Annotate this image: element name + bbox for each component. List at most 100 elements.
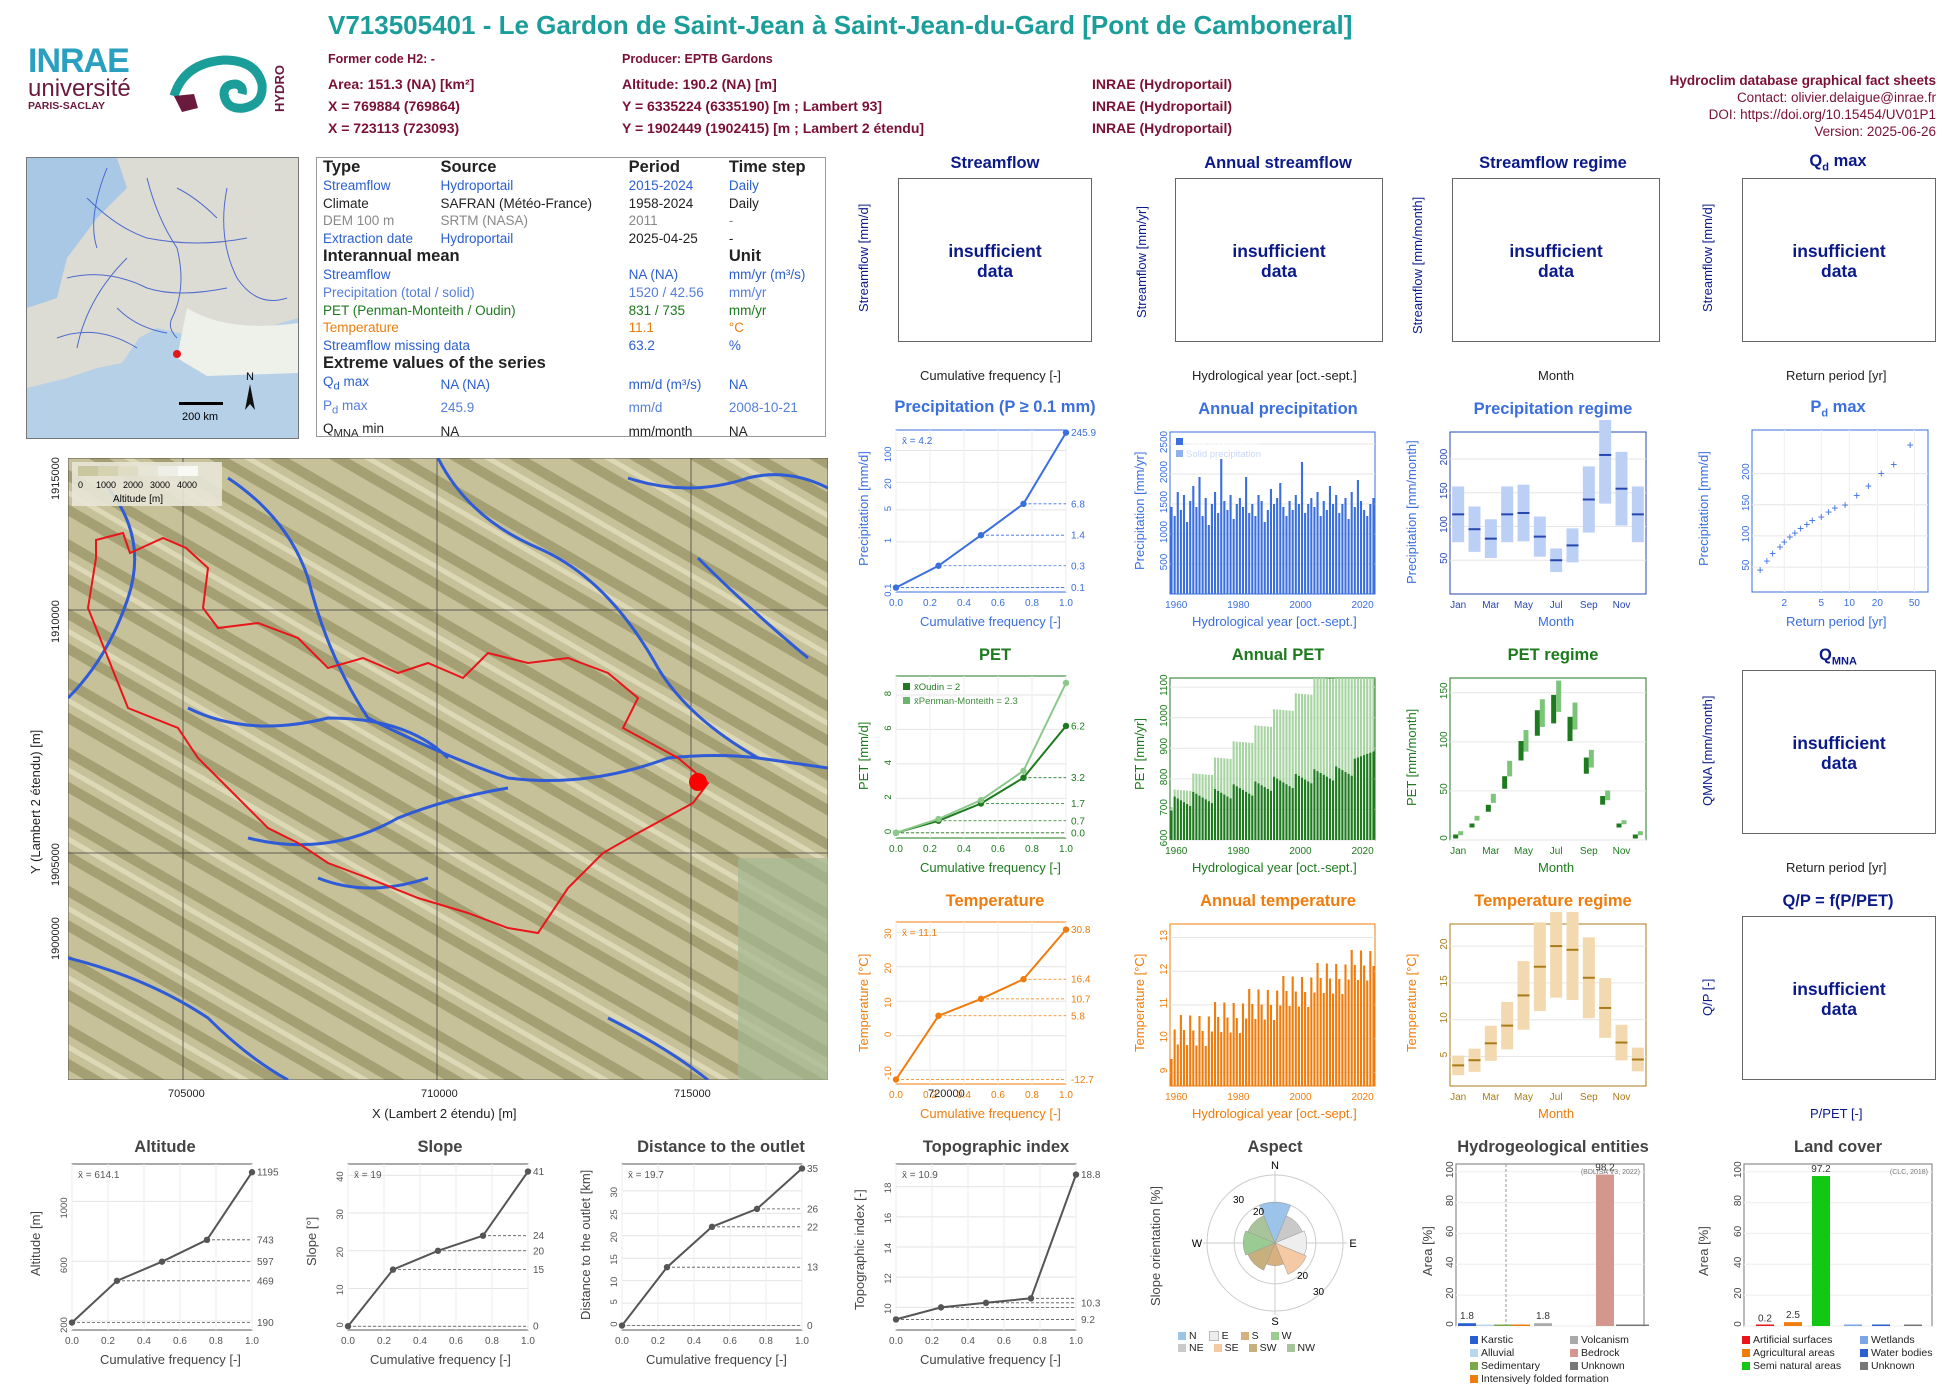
- x-tick-label: 0.4: [957, 844, 971, 855]
- x-tick-label: Jan: [1450, 846, 1466, 857]
- y-tick-label: 0.1: [883, 584, 894, 597]
- x-tick-label: Jul: [1550, 846, 1563, 857]
- bar: [1310, 977, 1313, 1086]
- cell: mm/yr: [728, 302, 767, 318]
- data-point: [344, 1323, 352, 1330]
- bar: [1288, 1006, 1291, 1086]
- data-point: [663, 1263, 671, 1271]
- bar: [1273, 504, 1276, 594]
- streamflow-regime-xlabel: Month: [1538, 368, 1575, 383]
- box: [1621, 820, 1627, 825]
- x-tick-label: Nov: [1613, 1092, 1631, 1103]
- bar: [1366, 980, 1369, 1086]
- logo-hydro-text: HYDRO: [272, 65, 287, 112]
- x-tick-label: 1980: [1227, 1092, 1250, 1103]
- x-tick-label: 10: [1844, 598, 1856, 609]
- col-period: Period: [628, 158, 681, 176]
- x-tick-label: 0.2: [925, 1336, 939, 1347]
- distance-chart: 0 5 10 15 20 25 30 0.0 0.2 0.4 0.6 0.8 1.0 35 26 22 13 0 x…: [609, 1163, 819, 1347]
- bar: [1201, 1030, 1204, 1086]
- data-point: [982, 1299, 990, 1307]
- legend-folded: Intensively folded formation: [1470, 1373, 1629, 1386]
- cell: 2011: [628, 213, 658, 229]
- box: [1502, 776, 1508, 789]
- x-tick-label: 1.0: [521, 1336, 535, 1347]
- temp-regime-xlabel: Month: [1538, 1106, 1575, 1121]
- scale-bar: [179, 402, 223, 405]
- x-tick-label: 0.2: [923, 598, 937, 609]
- box: [1605, 790, 1611, 801]
- compass-w: W: [1192, 1238, 1203, 1250]
- bar: [1192, 791, 1195, 840]
- y-tick-label: 500: [1159, 553, 1170, 570]
- qmna-ylabel: QMNA [mm/month]: [1700, 695, 1715, 806]
- bar-secondary: [1307, 694, 1310, 840]
- interannual-heading: Interannual mean: [323, 247, 460, 266]
- mean-row: Temperature 11.1 °C: [317, 319, 825, 337]
- y-tick-label: 0: [1445, 1321, 1456, 1327]
- bar: [1223, 501, 1226, 594]
- catchment-map: 0 1000 2000 3000 4000 Altitude [m]: [68, 458, 828, 1080]
- cell: Hydroportail: [440, 178, 514, 193]
- bar: [1363, 755, 1366, 840]
- bar-secondary: [1269, 726, 1272, 840]
- y-tick-label: 50: [1439, 552, 1450, 564]
- qd-max-title: Qd max: [1809, 152, 1867, 174]
- right-tick-label: 5.8: [1071, 1011, 1085, 1022]
- bar: [1263, 522, 1266, 594]
- bar-value-label: 98.2: [1595, 1162, 1615, 1173]
- rose-sector: [1243, 1230, 1276, 1256]
- bar: [1182, 802, 1186, 840]
- mean-label: x̄ = 10.9: [902, 1170, 938, 1181]
- info-row: DEM 100 m SRTM (NASA) 2011 -: [317, 212, 825, 230]
- data-point: [892, 1316, 900, 1323]
- x-tick-label: 50: [1909, 598, 1921, 609]
- box: [1534, 710, 1540, 736]
- x-tick-label: 0.2: [377, 1336, 391, 1347]
- doi[interactable]: DOI: https://doi.org/10.15454/UV01P1: [1708, 107, 1936, 122]
- legend-agricultural: Agricultural areas: [1742, 1347, 1860, 1360]
- cell: Climate: [323, 195, 369, 211]
- map-xtick: 705000: [168, 1088, 205, 1100]
- col-type: Type: [323, 158, 361, 176]
- cell: mm/d (m³/s): [628, 377, 702, 393]
- y-tick-label: 100: [1741, 525, 1752, 542]
- bar: [1182, 495, 1186, 594]
- y-tick-label: 600: [59, 1257, 70, 1273]
- bar-secondary: [1285, 710, 1288, 840]
- box: [1588, 749, 1594, 768]
- y-tick-label: 200: [1439, 448, 1450, 465]
- data-point: [1062, 722, 1070, 730]
- bar: [1213, 1001, 1217, 1086]
- data-point: [937, 1304, 945, 1311]
- x-tick-label: 0.2: [651, 1336, 665, 1347]
- streamflow-ylabel: Streamflow [mm/d]: [856, 203, 871, 312]
- bar: [1213, 492, 1217, 594]
- annual-temp-title: Annual temperature: [1200, 892, 1356, 910]
- x-tick-label: 0.4: [413, 1336, 427, 1347]
- north-arrow-icon: [245, 384, 255, 410]
- col-step: Time step: [728, 158, 806, 176]
- bar: [1319, 978, 1322, 1086]
- producer: Producer: EPTB Gardons: [622, 52, 773, 66]
- annual-streamflow-xlabel: Hydrological year [oct.-sept.]: [1192, 368, 1357, 383]
- bar: [1179, 1014, 1182, 1086]
- bar: [1186, 1044, 1189, 1086]
- bar: [1269, 790, 1272, 840]
- y-tick-label: 30: [883, 928, 894, 939]
- bar: [1313, 769, 1316, 840]
- cell: NA: [440, 423, 460, 439]
- legend-ne: NE: [1178, 1342, 1204, 1354]
- bar-secondary: [1300, 693, 1304, 840]
- bar: [1170, 1059, 1173, 1086]
- y-tick-label: 0: [1439, 835, 1450, 841]
- pet-ylabel: PET [mm/d]: [856, 721, 871, 790]
- contact[interactable]: Contact: olivier.delaigue@inrae.fr: [1736, 90, 1936, 105]
- plot-frame: [1751, 429, 1929, 593]
- bar: [1288, 786, 1291, 840]
- bar: [1210, 803, 1213, 840]
- data-point: [248, 1169, 256, 1176]
- box: [1599, 420, 1612, 504]
- cell: DEM 100 m: [323, 213, 395, 229]
- extreme-heading: Extreme values of the series: [323, 354, 546, 373]
